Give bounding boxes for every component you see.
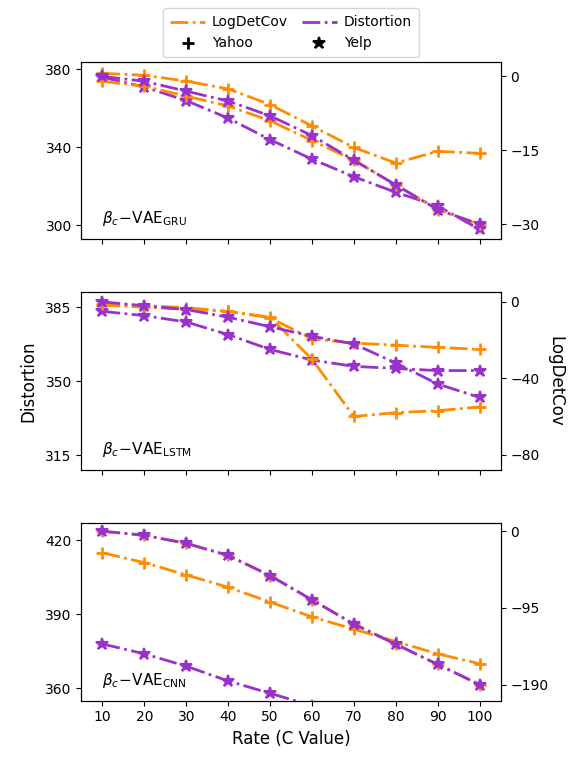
Text: $\beta_c\!-\!\mathrm{VAE}_{\mathregular{CNN}}$: $\beta_c\!-\!\mathrm{VAE}_{\mathregular{…	[102, 671, 187, 690]
X-axis label: Rate (C Value): Rate (C Value)	[232, 730, 350, 748]
Text: $\beta_c\!-\!\mathrm{VAE}_{\mathregular{GRU}}$: $\beta_c\!-\!\mathrm{VAE}_{\mathregular{…	[102, 209, 187, 229]
Y-axis label: Distortion: Distortion	[19, 340, 37, 422]
Legend: LogDetCov, Yahoo, Distortion, Yelp: LogDetCov, Yahoo, Distortion, Yelp	[164, 8, 418, 57]
Y-axis label: LogDetCov: LogDetCov	[546, 336, 565, 427]
Text: $\beta_c\!-\!\mathrm{VAE}_{\mathregular{LSTM}}$: $\beta_c\!-\!\mathrm{VAE}_{\mathregular{…	[102, 440, 192, 459]
